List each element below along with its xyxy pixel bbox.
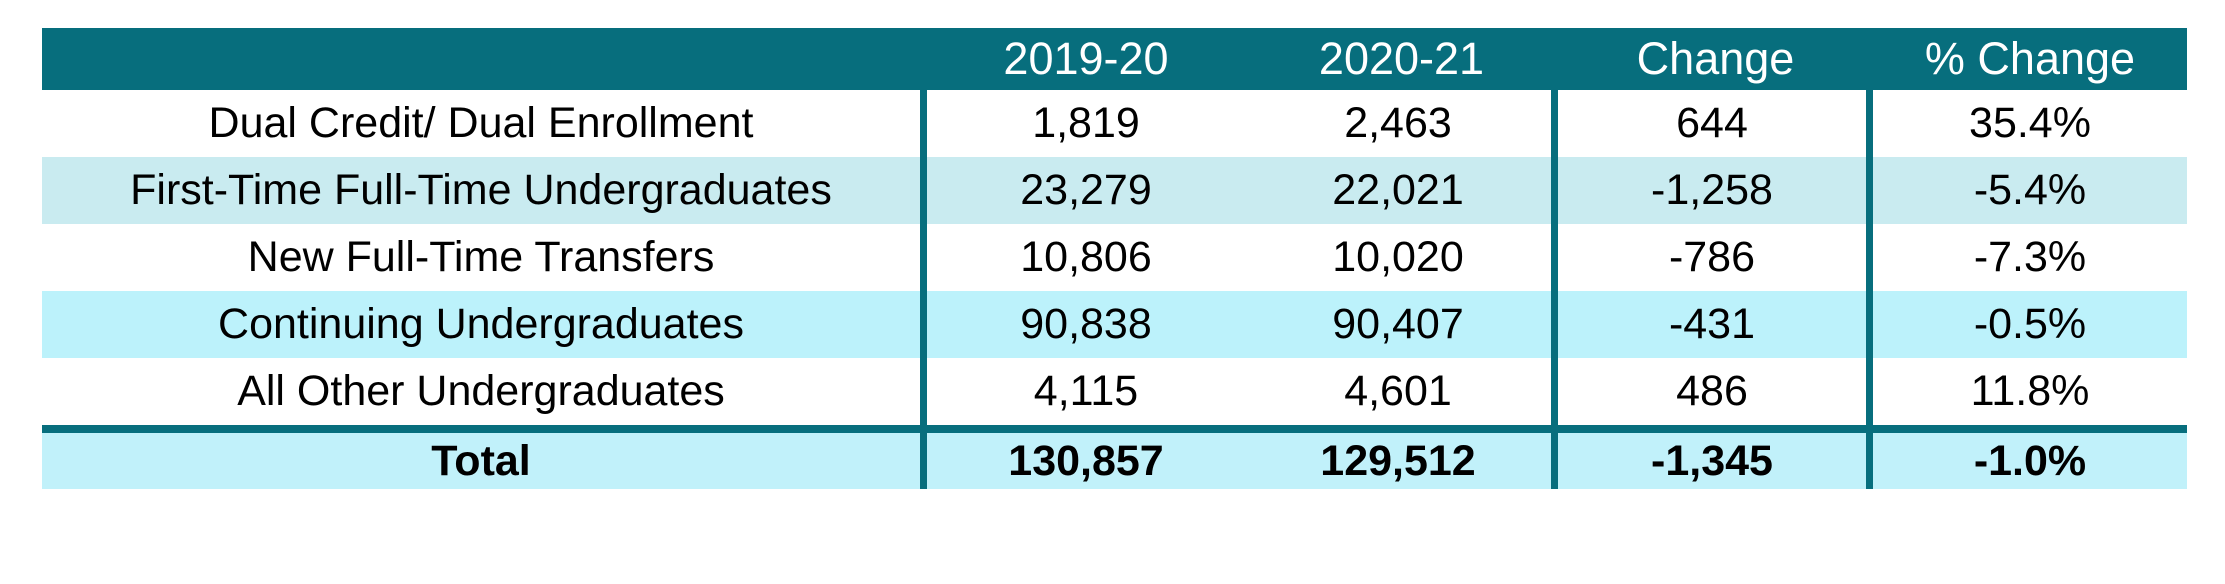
value-2020-21: 90,407 [1245,291,1558,358]
value-pct-change: -5.4% [1873,157,2187,224]
value-2019-20: 1,819 [927,90,1245,157]
table-row-new-transfers: New Full-Time Transfers 10,806 10,020 -7… [42,224,2187,291]
value-2020-21: 2,463 [1245,90,1558,157]
row-label: Continuing Undergraduates [42,291,927,358]
table-row-dual-credit: Dual Credit/ Dual Enrollment 1,819 2,463… [42,90,2187,157]
total-pct-change: -1.0% [1873,425,2187,489]
row-label: Dual Credit/ Dual Enrollment [42,90,927,157]
row-label: All Other Undergraduates [42,358,927,425]
total-label: Total [42,425,927,489]
value-2019-20: 90,838 [927,291,1245,358]
table-row-first-time-full-time: First-Time Full-Time Undergraduates 23,2… [42,157,2187,224]
column-header-2019-20: 2019-20 [927,28,1245,90]
enrollment-change-table: 2019-20 2020-21 Change % Change Dual Cre… [42,28,2187,489]
value-change: -1,258 [1558,157,1873,224]
total-change: -1,345 [1558,425,1873,489]
value-change: 486 [1558,358,1873,425]
column-header-change: Change [1558,28,1873,90]
value-2019-20: 10,806 [927,224,1245,291]
value-pct-change: 11.8% [1873,358,2187,425]
value-pct-change: -7.3% [1873,224,2187,291]
value-change: -786 [1558,224,1873,291]
value-2019-20: 4,115 [927,358,1245,425]
column-header-2020-21: 2020-21 [1245,28,1558,90]
value-pct-change: 35.4% [1873,90,2187,157]
table-row-continuing: Continuing Undergraduates 90,838 90,407 … [42,291,2187,358]
column-header-pct-change: % Change [1873,28,2187,90]
row-label: New Full-Time Transfers [42,224,927,291]
column-header-category [42,28,927,90]
row-label: First-Time Full-Time Undergraduates [42,157,927,224]
value-change: -431 [1558,291,1873,358]
table-row-total: Total 130,857 129,512 -1,345 -1.0% [42,425,2187,489]
total-2019-20: 130,857 [927,425,1245,489]
value-2020-21: 4,601 [1245,358,1558,425]
value-2020-21: 22,021 [1245,157,1558,224]
value-2019-20: 23,279 [927,157,1245,224]
value-2020-21: 10,020 [1245,224,1558,291]
header-row: 2019-20 2020-21 Change % Change [42,28,2187,90]
value-change: 644 [1558,90,1873,157]
table-row-all-other: All Other Undergraduates 4,115 4,601 486… [42,358,2187,425]
total-2020-21: 129,512 [1245,425,1558,489]
value-pct-change: -0.5% [1873,291,2187,358]
